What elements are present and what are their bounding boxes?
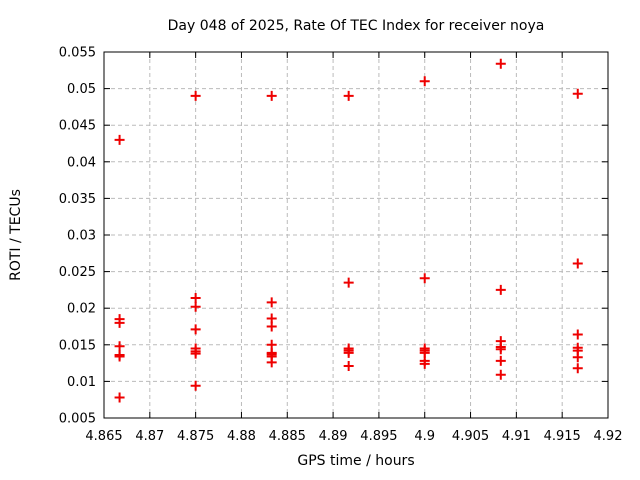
data-point-plus xyxy=(114,134,125,145)
y-tick-label: 0.035 xyxy=(59,192,96,207)
data-point-plus xyxy=(495,344,506,355)
x-tick-label: 4.895 xyxy=(360,429,397,444)
y-tick-label: 0.04 xyxy=(67,155,96,170)
data-point-plus xyxy=(572,88,583,99)
x-tick-label: 4.915 xyxy=(544,429,581,444)
data-point-plus xyxy=(419,76,430,87)
data-point-plus xyxy=(114,392,125,403)
data-point-plus xyxy=(190,292,201,303)
data-point-plus xyxy=(266,357,277,368)
data-point-plus xyxy=(343,347,354,358)
data-point-plus xyxy=(190,324,201,335)
x-tick-label: 4.89 xyxy=(319,429,348,444)
data-point-plus xyxy=(343,361,354,372)
x-tick-label: 4.885 xyxy=(269,429,306,444)
y-tick-label: 0.055 xyxy=(59,46,96,61)
data-point-plus xyxy=(495,355,506,366)
data-point-plus xyxy=(419,358,430,369)
y-tick-label: 0.02 xyxy=(67,302,96,317)
y-tick-label: 0.01 xyxy=(67,375,96,390)
x-tick-label: 4.88 xyxy=(227,429,256,444)
y-tick-label: 0.025 xyxy=(59,265,96,280)
x-tick-label: 4.875 xyxy=(177,429,214,444)
chart-title: Day 048 of 2025, Rate Of TEC Index for r… xyxy=(167,18,545,34)
x-tick-label: 4.905 xyxy=(452,429,489,444)
y-tick-label: 0.03 xyxy=(67,229,96,244)
x-tick-label: 4.9 xyxy=(414,429,435,444)
data-point-plus xyxy=(419,273,430,284)
data-point-plus xyxy=(572,258,583,269)
data-point-plus xyxy=(572,329,583,340)
data-point-plus xyxy=(114,341,125,352)
y-tick-label: 0.045 xyxy=(59,119,96,134)
data-point-plus xyxy=(266,321,277,332)
data-point-plus xyxy=(190,348,201,359)
data-point-plus xyxy=(266,297,277,308)
x-tick-label: 4.87 xyxy=(135,429,164,444)
x-axis-title: GPS time / hours xyxy=(297,453,415,469)
data-point-plus xyxy=(190,380,201,391)
data-point-plus xyxy=(495,284,506,295)
data-point-plus xyxy=(495,58,506,69)
y-tick-label: 0.05 xyxy=(67,82,96,97)
x-tick-label: 4.865 xyxy=(85,429,122,444)
y-tick-label: 0.005 xyxy=(59,412,96,427)
data-point-plus xyxy=(114,351,125,362)
data-point-plus xyxy=(114,317,125,328)
data-point-plus xyxy=(343,90,354,101)
data-point-plus xyxy=(190,301,201,312)
data-point-plus xyxy=(266,90,277,101)
data-point-plus xyxy=(190,90,201,101)
data-point-plus xyxy=(572,363,583,374)
y-axis-title: ROTI / TECUs xyxy=(8,189,24,281)
data-point-plus xyxy=(572,352,583,363)
data-point-plus xyxy=(343,277,354,288)
x-tick-label: 4.91 xyxy=(502,429,531,444)
data-point-plus xyxy=(495,369,506,380)
x-tick-label: 4.92 xyxy=(594,429,623,444)
y-tick-label: 0.015 xyxy=(59,338,96,353)
